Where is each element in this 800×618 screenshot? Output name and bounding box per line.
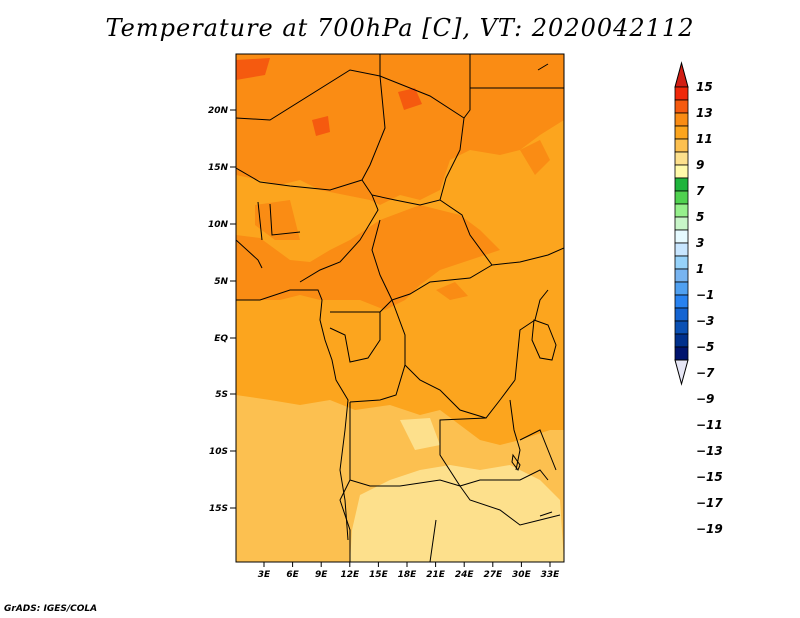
lon-tick-label: 12E: [340, 570, 360, 580]
colorbar-swatch: [674, 281, 689, 296]
lon-tick-label: 15E: [369, 570, 389, 580]
colorbar-bottom-cap: [674, 359, 689, 386]
colorbar-label: −5: [696, 340, 714, 354]
colorbar-swatch: [674, 112, 689, 127]
colorbar-swatch: [674, 294, 689, 309]
lon-tick-label: 18E: [398, 570, 418, 580]
colorbar-label: 7: [696, 184, 705, 198]
colorbar-swatch: [674, 307, 689, 322]
lon-tick-label: 27E: [483, 570, 503, 580]
colorbar-label: −7: [696, 366, 715, 380]
colorbar-label: 9: [696, 158, 704, 172]
credit-text: GrADS: IGES/COLA: [4, 604, 98, 614]
colorbar-top-cap: [674, 61, 689, 88]
colorbar-label: −13: [696, 444, 723, 458]
lat-tick-label: 15N: [208, 163, 229, 173]
lat-tick-label: EQ: [214, 334, 228, 344]
colorbar-swatch: [674, 268, 689, 283]
lat-tick-label: 10N: [208, 220, 229, 230]
colorbar-swatch: [674, 177, 689, 192]
lat-tick-label: 15S: [209, 504, 228, 514]
colorbar-swatch: [674, 203, 689, 218]
colorbar-label: 13: [696, 106, 713, 120]
colorbar-label: −1: [696, 288, 714, 302]
lat-tick-label: 5S: [215, 390, 228, 400]
colorbar-swatch: [674, 86, 689, 101]
colorbar-swatch: [674, 346, 689, 361]
colorbar-swatch: [674, 125, 689, 140]
colorbar-swatch: [674, 151, 689, 166]
lon-tick-label: 6E: [286, 570, 299, 580]
map-title: Temperature at 700hPa [C], VT: 202004211…: [105, 14, 695, 42]
lon-tick-label: 24E: [455, 570, 475, 580]
lon-tick-label: 21E: [426, 570, 446, 580]
colorbar-label: −19: [696, 522, 723, 536]
colorbar-swatch: [674, 333, 689, 348]
lon-tick-label: 9E: [315, 570, 328, 580]
country-boundaries: [236, 54, 564, 562]
temperature-shading: [236, 54, 564, 562]
colorbar-label: 3: [696, 236, 704, 250]
colorbar: 15 13 11 9 7 5 3 1 −1 −3 −5 −7 −9 −11 −13 −15 −17 −19: [674, 61, 723, 536]
colorbar-label: 1: [696, 262, 704, 276]
lat-tick-label: 5N: [214, 277, 228, 287]
lon-tick-label: 30E: [512, 570, 532, 580]
colorbar-swatch: [674, 320, 689, 335]
colorbar-label: −3: [696, 314, 714, 328]
colorbar-label: −9: [696, 392, 714, 406]
colorbar-swatch: [674, 242, 689, 257]
lat-tick-label: 20N: [208, 106, 229, 116]
colorbar-swatch: [674, 216, 689, 231]
colorbar-label: 11: [696, 132, 713, 146]
colorbar-label: 5: [696, 210, 704, 224]
colorbar-swatch: [674, 229, 689, 244]
lat-tick-label: 10S: [209, 447, 228, 457]
colorbar-swatch: [674, 190, 689, 205]
latitude-axis: 20N 15N 10N 5N EQ 5S 10S 15S: [208, 106, 236, 514]
colorbar-swatch: [674, 99, 689, 114]
longitude-axis: 3E 6E 9E 12E 15E 18E 21E 24E 27E 30E 33E: [258, 562, 560, 580]
map-frame: [235, 53, 565, 563]
colorbar-label: 15: [696, 80, 713, 94]
colorbar-swatch: [674, 255, 689, 270]
colorbar-swatch: [674, 164, 689, 179]
lon-tick-label: 3E: [258, 570, 271, 580]
colorbar-label: −17: [696, 496, 723, 510]
colorbar-swatch: [674, 138, 689, 153]
lon-tick-label: 33E: [541, 570, 561, 580]
colorbar-label: −11: [696, 418, 723, 432]
colorbar-label: −15: [696, 470, 723, 484]
